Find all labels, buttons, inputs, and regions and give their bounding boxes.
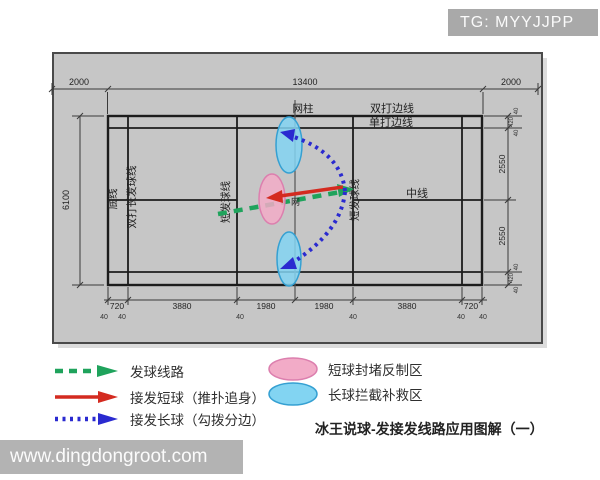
dim-right-40d: 40: [514, 286, 520, 293]
dim-40-3: 40: [236, 314, 244, 321]
long-return-arrowhead-up: [280, 129, 295, 142]
legend-long-return-label: 接发长球（勾拨分边）: [130, 413, 265, 428]
legend-serve-route: 发球线路: [52, 361, 184, 381]
legend-zone-short-block: 短球封堵反制区: [267, 356, 423, 382]
watermark-url: www.dingdongroot.com: [10, 446, 208, 467]
dim-right-420a: 420: [509, 116, 515, 127]
tg-badge: TG: MYYJJPP: [448, 9, 598, 36]
dim-top-center: 13400: [292, 77, 317, 87]
legend-zone-long-intercept-label: 长球拦截补救区: [328, 388, 423, 403]
dim-bottom-3880L: 3880: [173, 301, 192, 311]
label-short-service-right: 短发球线: [348, 179, 361, 221]
label-center-line: 中线: [406, 186, 428, 200]
diagram-caption: 冰王说球-发接发线路应用图解（一）: [315, 421, 544, 437]
label-doubles-long-service: 双打长发球线: [125, 165, 138, 228]
blue-ellipse-icon: [268, 382, 318, 406]
dim-right-40c: 40: [514, 263, 520, 270]
dim-40-2: 40: [118, 314, 126, 321]
dim-right-2550a: 2550: [497, 154, 507, 173]
label-short-service-left: 短发球线: [219, 181, 232, 223]
dim-right-40b: 40: [514, 129, 520, 136]
tg-badge-text: TG: MYYJJPP: [460, 13, 575, 31]
dim-right-420b: 420: [509, 272, 515, 283]
legend-serve-route-label: 发球线路: [130, 365, 184, 380]
zone-long-intercept-bottom: [276, 231, 302, 287]
long-return-route-down: [290, 191, 347, 265]
zone-long-intercept-top: [275, 116, 303, 174]
dim-right-40a: 40: [514, 107, 520, 114]
dim-bottom-1980R: 1980: [315, 301, 334, 311]
dim-40-4: 40: [349, 314, 357, 321]
legend-short-return-label: 接发短球（推扑追身）: [130, 391, 265, 406]
dim-40-6: 40: [479, 314, 487, 321]
legend-long-return: 接发长球（勾拨分边）: [52, 409, 265, 429]
short-return-arrowhead: [266, 190, 283, 203]
dim-40-1: 40: [100, 314, 108, 321]
green-dashed-arrow-icon: [55, 365, 118, 377]
label-net: 网: [291, 197, 300, 207]
blue-dotted-arrow-icon: [55, 413, 118, 425]
dimension-lines: [48, 83, 542, 305]
dim-bottom-1980L: 1980: [257, 301, 276, 311]
watermark-bar: www.dingdongroot.com: [0, 440, 243, 474]
dim-40-5: 40: [457, 314, 465, 321]
legend-zone-long-intercept: 长球拦截补救区: [267, 381, 423, 407]
dim-right-2550b: 2550: [497, 226, 507, 245]
dim-bottom-720L: 720: [110, 301, 124, 311]
pink-ellipse-icon: [268, 357, 318, 381]
label-baseline: 底线: [106, 188, 119, 209]
label-doubles-sideline: 双打边线: [370, 101, 414, 115]
short-return-arrow: [279, 185, 344, 198]
legend-zone-short-block-label: 短球封堵反制区: [328, 363, 423, 378]
long-return-arrowhead-down: [280, 257, 297, 269]
dim-bottom-720R: 720: [464, 301, 478, 311]
dim-top-left: 2000: [69, 77, 89, 87]
legend-short-return: 接发短球（推扑追身）: [52, 387, 265, 407]
dim-left-6100: 6100: [61, 190, 71, 210]
label-singles-sideline: 单打边线: [369, 115, 413, 129]
red-solid-arrow-icon: [55, 391, 118, 403]
dim-bottom-3880R: 3880: [398, 301, 417, 311]
long-return-route-up: [290, 134, 347, 192]
dim-top-right: 2000: [501, 77, 521, 87]
label-net-post: 网柱: [293, 102, 314, 115]
